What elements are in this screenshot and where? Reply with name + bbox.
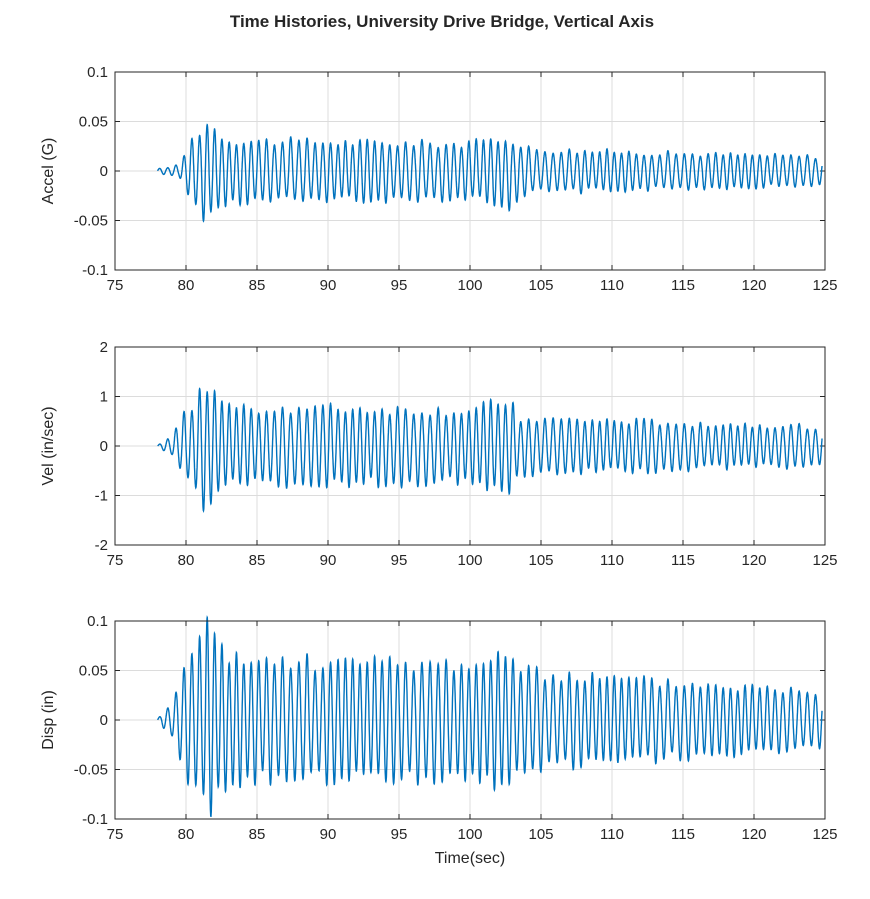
y-tick-label: 0.05	[79, 114, 108, 131]
x-tick-label: 115	[671, 552, 695, 569]
y-tick-label: -0.1	[82, 262, 108, 279]
x-tick-label: 125	[812, 552, 837, 569]
y-tick-label: -0.1	[82, 811, 108, 828]
x-tick-label: 105	[528, 826, 553, 843]
x-tick-label: 120	[741, 277, 766, 294]
x-tick-label: 105	[528, 277, 553, 294]
x-tick-label: 80	[178, 552, 195, 569]
y-tick-label: 0.05	[79, 663, 108, 680]
x-tick-label: 75	[107, 277, 124, 294]
x-tick-label: 100	[457, 552, 482, 569]
x-tick-label: 115	[671, 826, 695, 843]
x-tick-label: 110	[600, 277, 624, 294]
x-tick-label: 90	[320, 552, 337, 569]
x-tick-label: 125	[812, 277, 837, 294]
x-tick-label: 120	[741, 552, 766, 569]
axes-box	[114, 71, 826, 271]
y-tick-label: -1	[95, 488, 108, 505]
x-tick-label: 75	[107, 552, 124, 569]
y-tick-label: 0.1	[87, 64, 108, 81]
x-tick-label: 100	[457, 826, 482, 843]
series-line	[157, 387, 823, 513]
subplot-2: 75 80 85 90 95 100 105 110 115 120 125 -2 -1 0 1 2 Vel (…	[40, 339, 838, 569]
x-tick-label: 75	[107, 826, 124, 843]
axes-box	[114, 346, 826, 546]
y-axis-label: Accel (G)	[40, 138, 57, 205]
y-tick-label: -0.05	[74, 213, 108, 230]
x-tick-label: 80	[178, 277, 195, 294]
x-tick-label: 115	[671, 277, 695, 294]
y-axis-label: Vel (in/sec)	[40, 406, 57, 485]
x-tick-label: 85	[249, 277, 266, 294]
x-tick-label: 105	[528, 552, 553, 569]
y-tick-label: -2	[95, 537, 108, 554]
y-tick-label: -0.05	[74, 762, 108, 779]
y-axis-label: Disp (in)	[40, 690, 57, 750]
y-tick-label: 0	[100, 712, 108, 729]
chart-title: Time Histories, University Drive Bridge,…	[230, 12, 654, 31]
x-tick-label: 110	[600, 826, 624, 843]
subplot-1: 75 80 85 90 95 100 105 110 115 120 125 -0.1 -0.05 0 0.…	[40, 64, 838, 294]
x-tick-label: 80	[178, 826, 195, 843]
x-tick-label: 85	[249, 826, 266, 843]
x-tick-label: 110	[600, 552, 624, 569]
axes-box	[114, 620, 826, 820]
x-tick-label: 85	[249, 552, 266, 569]
x-axis-label: Time(sec)	[435, 850, 506, 867]
y-tick-label: 0	[100, 163, 108, 180]
y-tick-label: 0.1	[87, 613, 108, 630]
series-line	[156, 123, 823, 223]
subplot-3: 75 80 85 90 95 100 105 110 115 120 125 -0.1 -0.05 0 0.…	[40, 613, 838, 867]
series-line	[156, 615, 823, 817]
x-tick-label: 95	[391, 826, 408, 843]
x-tick-label: 90	[320, 277, 337, 294]
y-tick-label: 2	[100, 339, 108, 356]
x-tick-label: 125	[812, 826, 837, 843]
x-tick-label: 95	[391, 552, 408, 569]
x-tick-label: 120	[741, 826, 766, 843]
y-tick-label: 0	[100, 438, 108, 455]
x-tick-label: 95	[391, 277, 408, 294]
x-tick-label: 100	[457, 277, 482, 294]
x-tick-label: 90	[320, 826, 337, 843]
y-tick-label: 1	[100, 389, 108, 406]
